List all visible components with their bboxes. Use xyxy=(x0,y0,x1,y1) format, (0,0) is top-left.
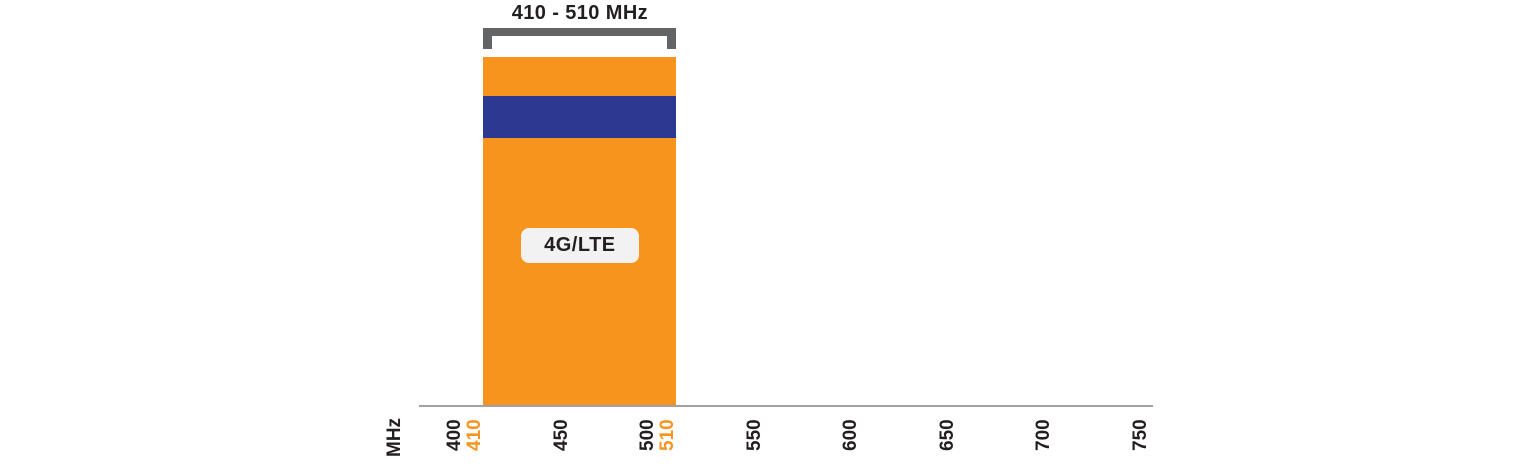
x-tick-label: 450 xyxy=(550,419,572,451)
x-tick-label: 600 xyxy=(840,419,862,451)
spectrum-band-bar: 4G/LTE xyxy=(483,57,677,405)
technology-chip-label: 4G/LTE xyxy=(544,234,616,256)
x-tick-label-highlight: 510 xyxy=(657,419,679,451)
sub-band-stripe xyxy=(483,96,677,138)
range-bracket xyxy=(483,28,677,49)
x-tick-label: 400 xyxy=(444,419,465,451)
x-tick-label: 550 xyxy=(743,419,765,451)
x-tick-label: 650 xyxy=(936,419,958,451)
x-axis-line xyxy=(419,405,1153,407)
x-tick-label-highlight: 410 xyxy=(464,419,485,451)
axis-unit-label: MHz xyxy=(384,417,405,457)
technology-chip: 4G/LTE xyxy=(520,228,639,263)
x-tick-label: 700 xyxy=(1033,419,1055,451)
x-tick-label: 500 xyxy=(637,419,659,451)
band-range-title: 410 - 510 MHz xyxy=(511,2,649,24)
x-tick-label: 750 xyxy=(1130,419,1151,451)
